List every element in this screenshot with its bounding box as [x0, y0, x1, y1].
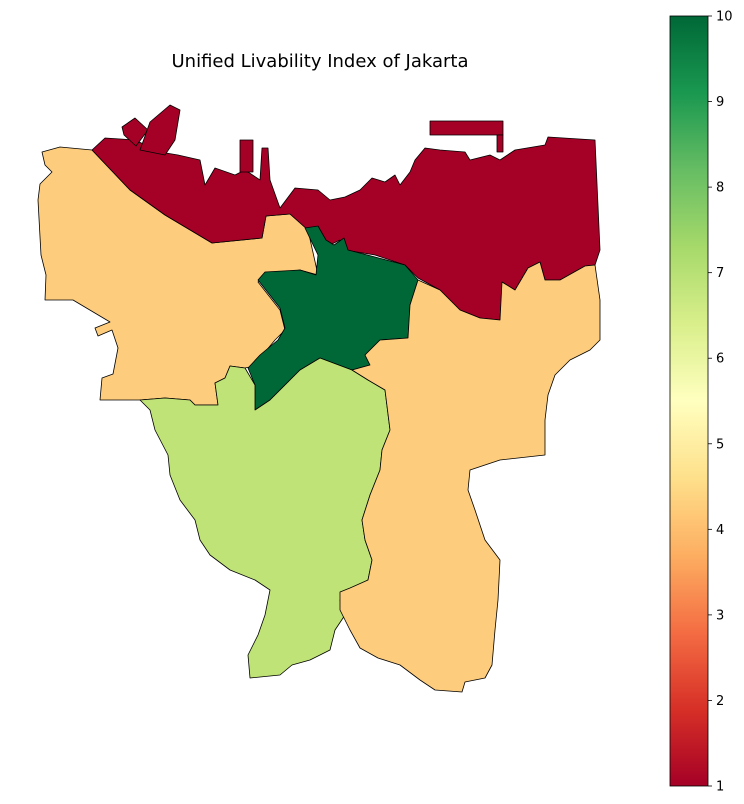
colorbar-ticks: 1 2 3 4 5 6 7 8 9 10	[708, 10, 733, 795]
colorbar-tick-label: 6	[716, 352, 724, 367]
map-title: Unified Livability Index of Jakarta	[171, 51, 468, 72]
region-north-island-3	[429, 120, 504, 136]
colorbar-tick-label: 7	[716, 266, 724, 281]
colorbar-tick-label: 5	[716, 437, 724, 452]
region-north-island-5	[239, 139, 254, 173]
colorbar-tick-label: 4	[716, 523, 724, 538]
region-north-island-1	[121, 117, 149, 147]
region-north-island-4	[496, 134, 504, 153]
colorbar-tick-label: 1	[716, 780, 724, 795]
colorbar-tick-label: 3	[716, 608, 724, 623]
colorbar-tick-label: 2	[716, 694, 724, 709]
colorbar: 1 2 3 4 5 6 7 8 9 10	[669, 10, 733, 795]
colorbar-tick-label: 8	[716, 181, 724, 196]
colorbar-gradient	[669, 15, 709, 787]
region-north-island-2	[139, 104, 181, 156]
colorbar-tick-label: 10	[716, 10, 733, 25]
colorbar-tick-label: 9	[716, 95, 724, 110]
region-east	[339, 261, 601, 693]
map-regions	[37, 104, 601, 693]
